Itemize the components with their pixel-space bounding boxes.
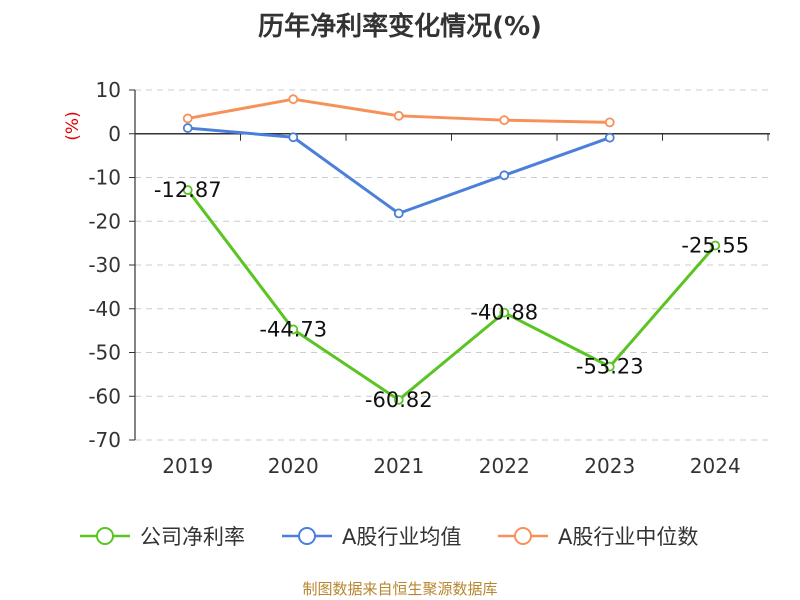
x-tick-label: 2024 bbox=[690, 454, 741, 478]
data-label: -40.88 bbox=[470, 301, 538, 325]
legend-label[interactable]: 公司净利率 bbox=[140, 525, 245, 549]
x-tick-label: 2021 bbox=[373, 454, 424, 478]
y-tick-label: -10 bbox=[88, 166, 121, 190]
y-tick-label: -40 bbox=[88, 297, 121, 321]
x-tick-label: 2020 bbox=[268, 454, 319, 478]
data-point[interactable] bbox=[499, 115, 510, 126]
data-point[interactable] bbox=[288, 132, 299, 143]
y-tick-label: -70 bbox=[88, 428, 121, 452]
data-point[interactable] bbox=[499, 307, 510, 318]
data-label: -60.82 bbox=[365, 388, 433, 412]
data-point[interactable] bbox=[393, 208, 404, 219]
data-point[interactable] bbox=[288, 94, 299, 105]
data-point[interactable] bbox=[288, 324, 299, 335]
legend-marker[interactable] bbox=[514, 527, 532, 545]
x-tick-label: 2022 bbox=[479, 454, 530, 478]
data-point[interactable] bbox=[604, 132, 615, 143]
data-point[interactable] bbox=[182, 123, 193, 133]
legend-marker[interactable] bbox=[96, 527, 114, 545]
data-point[interactable] bbox=[393, 394, 404, 405]
data-point[interactable] bbox=[182, 113, 193, 124]
y-tick-label: 10 bbox=[96, 78, 121, 102]
legend-label[interactable]: A股行业均值 bbox=[342, 525, 461, 549]
data-point[interactable] bbox=[604, 361, 615, 372]
chart-title: 历年净利率变化情况(%) bbox=[258, 12, 542, 42]
y-tick-label: -20 bbox=[88, 209, 121, 233]
data-label: -44.73 bbox=[259, 317, 327, 341]
data-point[interactable] bbox=[393, 110, 404, 121]
data-label: -25.55 bbox=[681, 234, 749, 258]
series-line bbox=[186, 189, 717, 402]
source-footer: 制图数据来自恒生聚源数据库 bbox=[302, 580, 498, 598]
data-label: -53.23 bbox=[576, 355, 644, 379]
x-tick-label: 2023 bbox=[584, 454, 635, 478]
data-point[interactable] bbox=[499, 170, 510, 181]
y-tick-label: -30 bbox=[88, 253, 121, 277]
y-tick-label: -50 bbox=[88, 341, 121, 365]
y-axis-unit-label: (%) bbox=[63, 111, 83, 140]
data-point[interactable] bbox=[710, 240, 721, 251]
series-line bbox=[187, 126, 611, 215]
data-point[interactable] bbox=[182, 185, 193, 195]
data-label: -12.87 bbox=[154, 178, 222, 202]
legend-marker[interactable] bbox=[298, 527, 316, 545]
x-tick-label: 2019 bbox=[162, 454, 213, 478]
y-tick-label: -60 bbox=[88, 384, 121, 408]
y-tick-label: 0 bbox=[108, 122, 121, 146]
data-point[interactable] bbox=[604, 117, 615, 128]
legend-label[interactable]: A股行业中位数 bbox=[558, 525, 698, 549]
